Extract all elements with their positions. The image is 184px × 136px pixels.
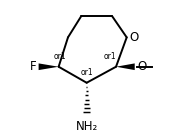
- Text: F: F: [30, 60, 37, 73]
- Text: or1: or1: [104, 52, 117, 61]
- Polygon shape: [116, 63, 135, 70]
- Text: O: O: [137, 60, 147, 73]
- Polygon shape: [39, 63, 59, 70]
- Text: O: O: [129, 31, 139, 44]
- Text: or1: or1: [80, 68, 93, 77]
- Text: NH₂: NH₂: [76, 120, 98, 133]
- Text: or1: or1: [54, 52, 67, 61]
